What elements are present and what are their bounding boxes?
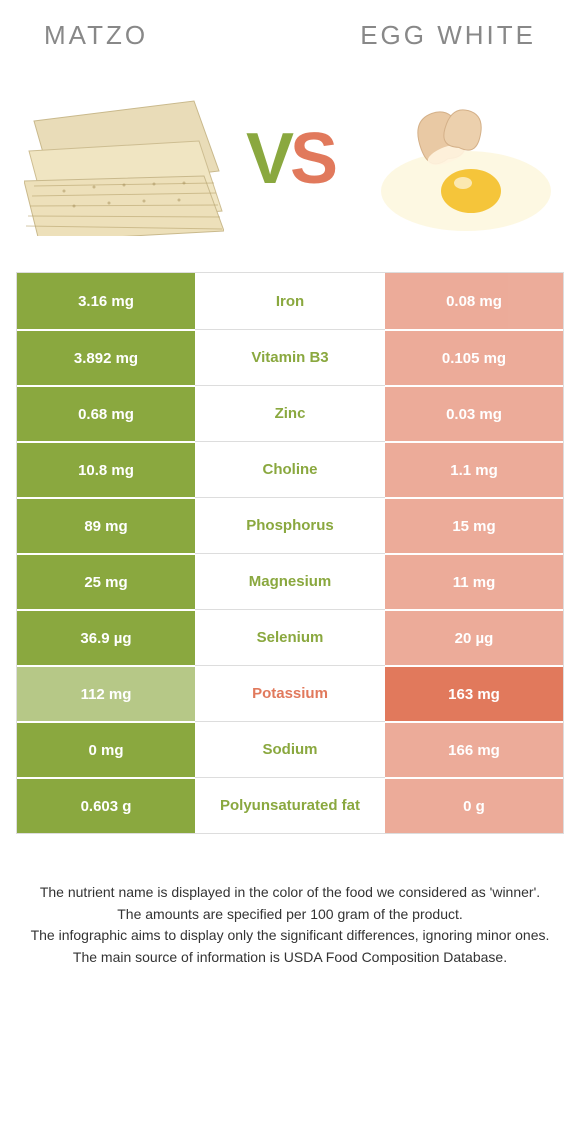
footer-line: The amounts are specified per 100 gram o… [20, 904, 560, 926]
nutrient-row: 0.603 gPolyunsaturated fat0 g [17, 777, 563, 833]
right-value: 0.105 mg [385, 329, 563, 385]
nutrient-row: 25 mgMagnesium11 mg [17, 553, 563, 609]
nutrient-table: 3.16 mgIron0.08 mg3.892 mgVitamin B30.10… [16, 272, 564, 834]
right-value: 0.08 mg [385, 273, 563, 329]
footer-line: The main source of information is USDA F… [20, 947, 560, 969]
nutrient-row: 3.892 mgVitamin B30.105 mg [17, 329, 563, 385]
nutrient-name: Sodium [195, 721, 385, 777]
nutrient-name: Choline [195, 441, 385, 497]
right-value: 20 µg [385, 609, 563, 665]
nutrient-name: Zinc [195, 385, 385, 441]
right-value: 166 mg [385, 721, 563, 777]
left-value: 89 mg [17, 497, 195, 553]
nutrient-row: 0 mgSodium166 mg [17, 721, 563, 777]
nutrient-row: 36.9 µgSelenium20 µg [17, 609, 563, 665]
matzo-image [24, 81, 224, 236]
footer-notes: The nutrient name is displayed in the co… [14, 882, 566, 969]
nutrient-row: 0.68 mgZinc0.03 mg [17, 385, 563, 441]
header: Matzo Egg white [14, 20, 566, 51]
egg-white-image [356, 81, 556, 236]
right-value: 163 mg [385, 665, 563, 721]
left-value: 3.16 mg [17, 273, 195, 329]
nutrient-name: Vitamin B3 [195, 329, 385, 385]
right-value: 0 g [385, 777, 563, 833]
nutrient-name: Iron [195, 273, 385, 329]
left-food-title: Matzo [44, 20, 148, 51]
vs-s: S [290, 123, 334, 195]
left-value: 36.9 µg [17, 609, 195, 665]
nutrient-row: 112 mgPotassium163 mg [17, 665, 563, 721]
nutrient-name: Potassium [195, 665, 385, 721]
nutrient-row: 3.16 mgIron0.08 mg [17, 273, 563, 329]
left-value: 25 mg [17, 553, 195, 609]
hero-row: VS [14, 81, 566, 236]
right-value: 1.1 mg [385, 441, 563, 497]
nutrient-name: Polyunsaturated fat [195, 777, 385, 833]
right-value: 11 mg [385, 553, 563, 609]
footer-line: The nutrient name is displayed in the co… [20, 882, 560, 904]
left-value: 0 mg [17, 721, 195, 777]
nutrient-row: 10.8 mgCholine1.1 mg [17, 441, 563, 497]
left-value: 10.8 mg [17, 441, 195, 497]
left-value: 0.603 g [17, 777, 195, 833]
right-value: 15 mg [385, 497, 563, 553]
nutrient-name: Phosphorus [195, 497, 385, 553]
vs-label: VS [246, 123, 334, 195]
nutrient-row: 89 mgPhosphorus15 mg [17, 497, 563, 553]
footer-line: The infographic aims to display only the… [20, 925, 560, 947]
right-value: 0.03 mg [385, 385, 563, 441]
left-value: 112 mg [17, 665, 195, 721]
right-food-title: Egg white [360, 20, 536, 51]
left-value: 3.892 mg [17, 329, 195, 385]
left-value: 0.68 mg [17, 385, 195, 441]
vs-v: V [246, 123, 290, 195]
nutrient-name: Magnesium [195, 553, 385, 609]
nutrient-name: Selenium [195, 609, 385, 665]
